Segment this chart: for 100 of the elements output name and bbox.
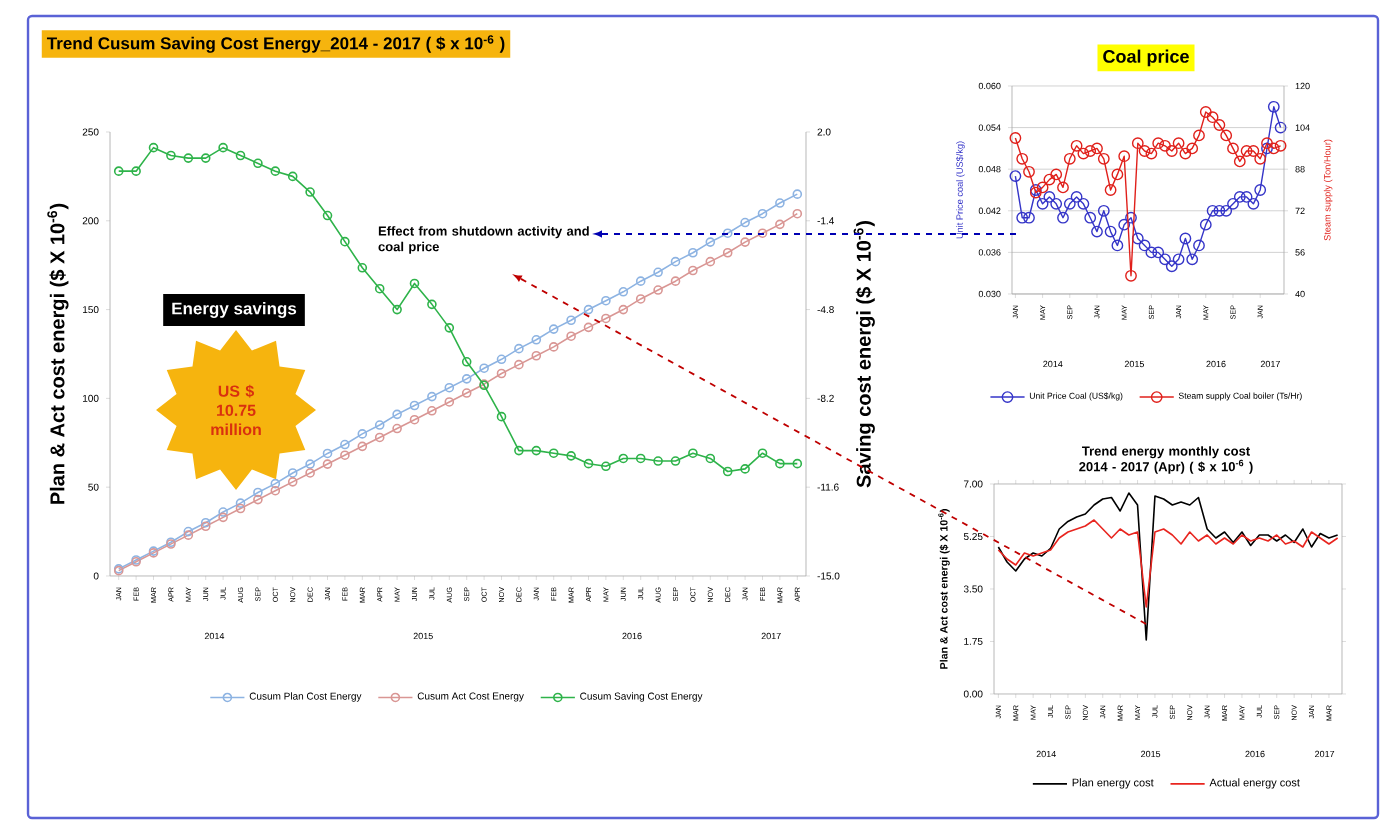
point [688, 448, 698, 459]
point [392, 409, 402, 420]
point [270, 485, 281, 496]
point [1036, 181, 1049, 194]
point [357, 441, 368, 452]
point [583, 322, 594, 333]
point [1227, 142, 1239, 155]
point [653, 285, 663, 295]
point [566, 315, 576, 326]
point [722, 228, 733, 239]
point [409, 400, 420, 411]
point [757, 208, 768, 219]
point [392, 423, 402, 434]
point [322, 448, 333, 459]
point [1036, 197, 1049, 210]
point [496, 354, 507, 365]
point [427, 299, 437, 310]
point [444, 397, 455, 407]
point [531, 350, 542, 361]
point [270, 478, 281, 489]
point [1043, 173, 1056, 186]
point [409, 278, 420, 289]
point [1227, 197, 1239, 210]
point [322, 459, 333, 469]
point [183, 153, 194, 163]
point [1070, 139, 1083, 152]
point [1125, 211, 1137, 224]
chart-title: Coal price [1103, 49, 1189, 67]
point [1097, 152, 1110, 165]
point [1063, 152, 1076, 165]
point [1179, 147, 1192, 160]
point [218, 142, 228, 153]
point [566, 331, 576, 342]
point [131, 166, 141, 176]
point [740, 464, 750, 474]
point [1023, 211, 1035, 224]
point [1111, 239, 1124, 252]
point [374, 432, 385, 443]
point [1193, 239, 1205, 252]
point [740, 217, 750, 228]
point [670, 456, 681, 466]
point [635, 453, 646, 464]
point [1057, 181, 1069, 194]
annotation: Energy savings [172, 302, 297, 318]
point [618, 304, 629, 315]
point [653, 456, 663, 466]
point [1261, 142, 1273, 155]
point [1063, 197, 1076, 210]
point [1220, 204, 1233, 217]
point [1125, 269, 1137, 282]
point [461, 388, 472, 398]
point [166, 150, 176, 161]
point [775, 458, 785, 469]
point [688, 247, 698, 258]
point [444, 323, 455, 333]
point [1016, 211, 1029, 224]
point [253, 158, 263, 169]
point [1043, 191, 1056, 203]
point [705, 453, 716, 464]
point [1023, 165, 1035, 178]
point [1050, 168, 1063, 181]
point [357, 429, 368, 439]
point [722, 247, 733, 258]
point [548, 324, 559, 334]
point [1267, 100, 1280, 113]
point [1131, 137, 1144, 150]
point [670, 276, 681, 286]
point [1254, 152, 1267, 165]
point [270, 166, 281, 176]
point [601, 461, 611, 472]
point [461, 374, 472, 384]
point [653, 267, 663, 278]
point [357, 262, 368, 273]
point [1213, 119, 1226, 131]
point [1240, 145, 1253, 157]
point [340, 236, 350, 247]
point [1254, 184, 1267, 196]
point [1050, 197, 1063, 210]
point [1145, 147, 1158, 160]
point [1247, 197, 1260, 210]
point [496, 411, 507, 422]
point [1247, 145, 1260, 157]
point [566, 451, 576, 461]
point [1097, 204, 1110, 217]
point [218, 507, 228, 517]
point [305, 459, 315, 469]
point [548, 342, 559, 352]
point [514, 445, 524, 456]
point [1077, 147, 1090, 160]
point [427, 391, 437, 402]
point [1152, 137, 1165, 150]
point [461, 357, 472, 367]
point [235, 498, 246, 508]
line-series [997, 519, 1339, 608]
point [253, 487, 263, 498]
point [670, 256, 681, 267]
point [287, 468, 298, 478]
point [757, 448, 768, 459]
point [705, 237, 716, 247]
point [479, 363, 489, 373]
